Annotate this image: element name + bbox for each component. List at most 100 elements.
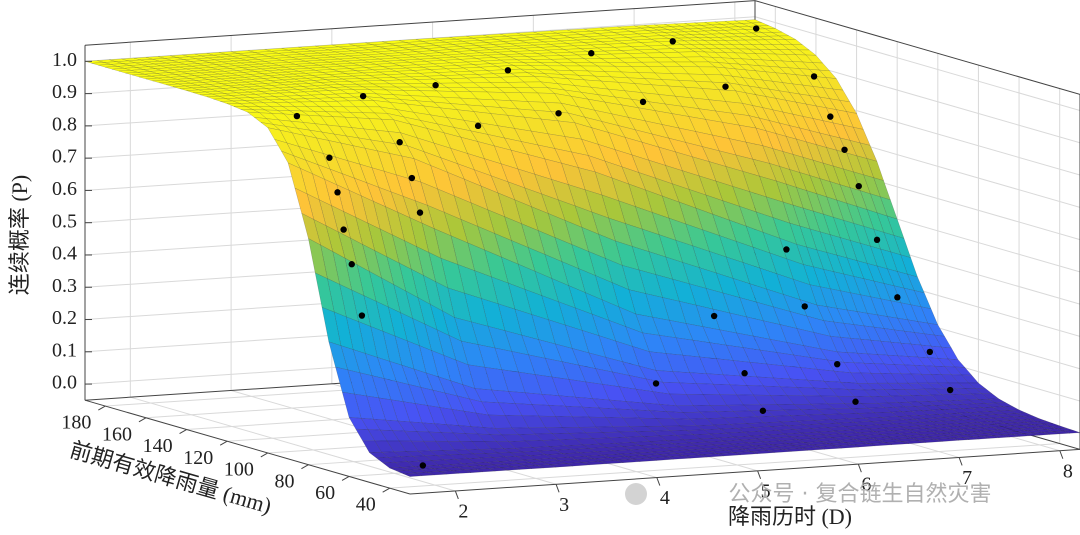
surface-cell — [537, 230, 563, 262]
surface-cell — [787, 442, 812, 447]
surface-cell — [118, 70, 138, 74]
surface-cell — [612, 371, 637, 390]
surface-cell — [651, 84, 676, 97]
surface-cell — [669, 393, 694, 407]
surface-cell — [785, 73, 804, 86]
surface-cell — [595, 450, 621, 456]
surface-cell — [445, 466, 465, 471]
surface-cell — [582, 406, 607, 418]
surface-cell — [868, 442, 892, 447]
surface-cell — [643, 454, 667, 459]
surface-cell — [758, 65, 777, 74]
surface-cell — [223, 87, 243, 91]
surface-cell — [396, 70, 420, 75]
surface-cell — [213, 98, 233, 102]
surface-cell — [781, 44, 800, 51]
surface-cell — [1036, 420, 1053, 425]
surface-cell — [930, 374, 949, 384]
data-point — [293, 112, 301, 120]
surface-cell — [908, 415, 926, 420]
surface-cell — [624, 42, 648, 47]
surface-cell — [511, 427, 536, 435]
surface-cell — [453, 91, 478, 100]
x-tick — [454, 490, 459, 500]
surface-cell — [678, 201, 703, 231]
z-tick-label: 0.0 — [52, 372, 77, 394]
surface-cell — [241, 88, 262, 93]
surface-cell — [583, 27, 608, 32]
surface-cell — [171, 59, 191, 63]
surface-cell — [628, 289, 653, 318]
surface-cell — [638, 107, 663, 125]
surface-cell — [305, 59, 329, 64]
watermark-icon — [625, 483, 647, 505]
surface-cell — [313, 219, 334, 252]
surface-cell — [405, 41, 430, 45]
surface-cell — [887, 316, 905, 332]
surface-cell — [724, 67, 743, 78]
surface-cell — [707, 61, 727, 69]
surface-cell — [722, 122, 747, 143]
surface-cell — [321, 87, 341, 91]
surface-cell — [413, 112, 438, 125]
surface-cell — [642, 435, 668, 442]
surface-cell — [312, 173, 332, 206]
surface-cell — [743, 431, 768, 437]
surface-cell — [325, 225, 346, 259]
y-tick-label: 40 — [356, 494, 376, 516]
surface-cell — [657, 29, 675, 33]
surface-cell — [416, 50, 440, 55]
surface-cell — [766, 409, 792, 417]
surface-cell — [289, 80, 309, 85]
surface-cell — [507, 62, 531, 66]
x-tick — [555, 484, 560, 493]
data-point — [759, 407, 767, 414]
surface-cell — [833, 216, 851, 241]
surface-cell — [381, 277, 401, 314]
surface-cell — [285, 89, 305, 93]
z-tick-label: 0.5 — [52, 210, 77, 232]
surface-cell — [554, 343, 580, 366]
surface-cell — [931, 420, 949, 426]
surface-cell — [785, 54, 804, 63]
data-point — [396, 139, 403, 146]
surface-cell — [688, 283, 714, 310]
surface-cell — [644, 78, 670, 87]
surface-cell — [1049, 425, 1067, 429]
surface-cell — [406, 53, 430, 58]
surface-cell — [543, 55, 568, 60]
surface-cell — [490, 448, 511, 454]
surface-cell — [839, 100, 857, 114]
surface-cell — [890, 411, 909, 417]
surface-cell — [948, 432, 966, 436]
watermark: 公众号 · 复合链生自然灾害 — [729, 482, 992, 507]
surface-cell — [112, 68, 132, 72]
y-axis-line — [84, 399, 411, 495]
surface-cell — [328, 60, 353, 65]
surface-cell — [394, 335, 415, 370]
surface-cell — [450, 380, 470, 400]
surface-cell — [409, 61, 434, 66]
surface-cell — [1053, 430, 1070, 435]
surface-cell — [985, 432, 1003, 436]
surface-cell — [287, 162, 308, 195]
surface-cell — [614, 46, 638, 51]
surface-cell — [536, 38, 561, 43]
surface-cell — [278, 119, 299, 129]
surface-cell — [728, 63, 747, 71]
surface-cell — [310, 94, 331, 99]
surface-cell — [488, 467, 508, 472]
surface-cell — [584, 189, 609, 219]
surface-cell — [500, 76, 525, 83]
axis-box — [84, 0, 756, 46]
surface-cell — [770, 443, 795, 448]
surface-cell — [924, 405, 943, 411]
surface-cell — [263, 77, 283, 81]
surface-cell — [1042, 431, 1060, 435]
surface-cell — [734, 19, 752, 24]
surface-cell — [409, 48, 433, 52]
surface-cell — [224, 70, 244, 74]
surface-cell — [709, 342, 734, 361]
surface-cell — [962, 419, 979, 424]
surface-cell — [214, 58, 234, 63]
